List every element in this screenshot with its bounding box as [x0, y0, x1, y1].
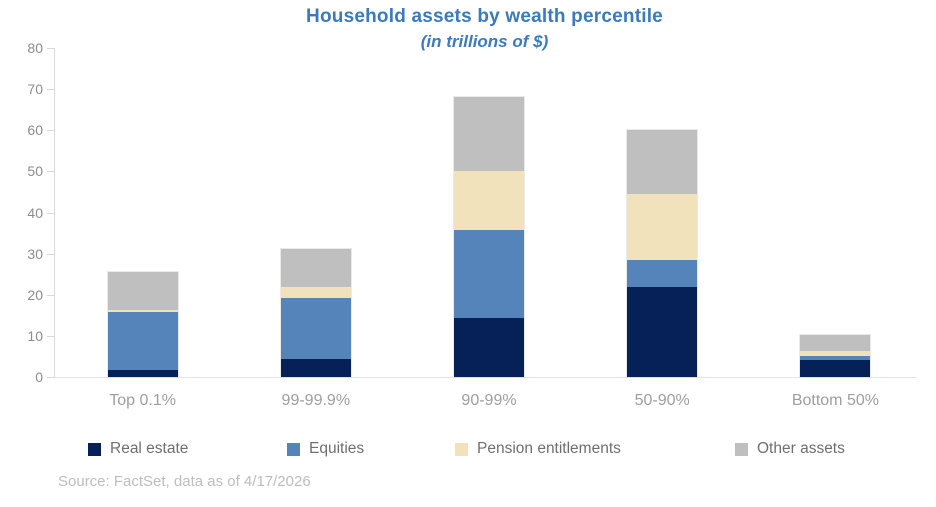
- bar-segment: [800, 335, 871, 352]
- bar-segment: [280, 286, 351, 299]
- y-tick-label: 0: [35, 369, 43, 385]
- x-axis-label: 50-90%: [634, 392, 690, 409]
- legend-item: Pension entitlements: [455, 440, 621, 458]
- y-tick-mark: [47, 335, 54, 337]
- legend-swatch-icon: [88, 442, 101, 456]
- y-tick-label: 30: [27, 245, 43, 262]
- y-tick-mark: [47, 253, 54, 255]
- bar-segment: [627, 286, 698, 377]
- x-axis-label: Top 0.1%: [109, 392, 176, 409]
- y-tick-mark: [47, 294, 54, 296]
- y-tick-mark: [47, 48, 54, 49]
- legend-label: Other assets: [757, 440, 845, 457]
- bar-segment: [107, 310, 178, 313]
- legend-swatch-icon: [735, 442, 748, 456]
- legend-item: Real estate: [88, 440, 188, 458]
- bar-segment: [627, 194, 698, 260]
- x-axis-label: 99-99.9%: [281, 392, 351, 409]
- bar-segment: [454, 230, 524, 318]
- bar-segment: [627, 259, 698, 287]
- bar-segment: [107, 271, 178, 311]
- stacked-bar: [106, 270, 179, 378]
- bar-segment: [280, 298, 351, 360]
- bar-segment: [800, 351, 871, 357]
- stacked-bar: [626, 129, 699, 378]
- y-tick-label: 40: [27, 204, 43, 221]
- y-tick-label: 80: [27, 40, 43, 56]
- y-tick-label: 50: [27, 163, 43, 180]
- bar-segment: [280, 248, 351, 287]
- y-tick-mark: [47, 377, 54, 378]
- y-axis-line: [54, 48, 55, 378]
- y-tick-label: 10: [27, 327, 43, 344]
- bar-segment: [280, 359, 351, 377]
- legend-label: Pension entitlements: [477, 440, 621, 457]
- y-tick-label: 70: [27, 81, 43, 98]
- y-tick-label: 20: [27, 286, 43, 303]
- stacked-bar: [799, 334, 872, 378]
- legend-label: Equities: [309, 440, 365, 457]
- y-tick-mark: [47, 171, 54, 173]
- bar-segment: [800, 356, 871, 360]
- bar-segment: [454, 170, 524, 231]
- stacked-bar: [279, 247, 352, 378]
- y-tick-label: 60: [27, 122, 43, 139]
- chart-title: Household assets by wealth percentile: [306, 6, 663, 27]
- legend-item: Other assets: [735, 440, 845, 458]
- legend-item: Equities: [287, 440, 364, 458]
- x-axis-label: Bottom 50%: [791, 392, 879, 409]
- y-tick-mark: [47, 89, 54, 91]
- legend-label: Real estate: [110, 440, 189, 457]
- bar-segment: [454, 317, 524, 377]
- x-axis-label: 90-99%: [461, 392, 517, 409]
- legend-swatch-icon: [287, 442, 300, 456]
- bar-segment: [107, 312, 178, 370]
- chart-subtitle: (in trillions of $): [420, 32, 549, 51]
- y-tick-mark: [47, 212, 54, 214]
- y-tick-mark: [47, 130, 54, 132]
- source-note: Source: FactSet, data as of 4/17/2026: [58, 473, 311, 490]
- stacked-bar: [453, 96, 525, 378]
- bar-segment: [107, 369, 178, 377]
- bar-segment: [627, 130, 698, 195]
- bar-segment: [454, 97, 524, 171]
- x-axis-baseline: [54, 377, 916, 378]
- legend-swatch-icon: [455, 442, 468, 456]
- bar-segment: [800, 359, 871, 377]
